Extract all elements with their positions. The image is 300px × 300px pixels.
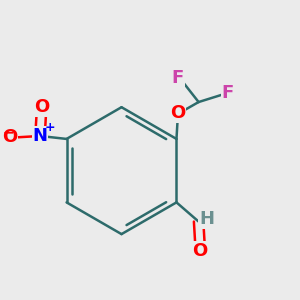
Text: −: − xyxy=(3,125,14,139)
Text: F: F xyxy=(172,69,184,87)
Text: +: + xyxy=(44,121,55,134)
Text: H: H xyxy=(200,210,214,228)
Text: O: O xyxy=(2,128,17,146)
Text: O: O xyxy=(193,242,208,260)
Text: O: O xyxy=(170,104,186,122)
Text: O: O xyxy=(34,98,49,116)
Text: N: N xyxy=(32,127,47,145)
Text: F: F xyxy=(221,84,234,102)
